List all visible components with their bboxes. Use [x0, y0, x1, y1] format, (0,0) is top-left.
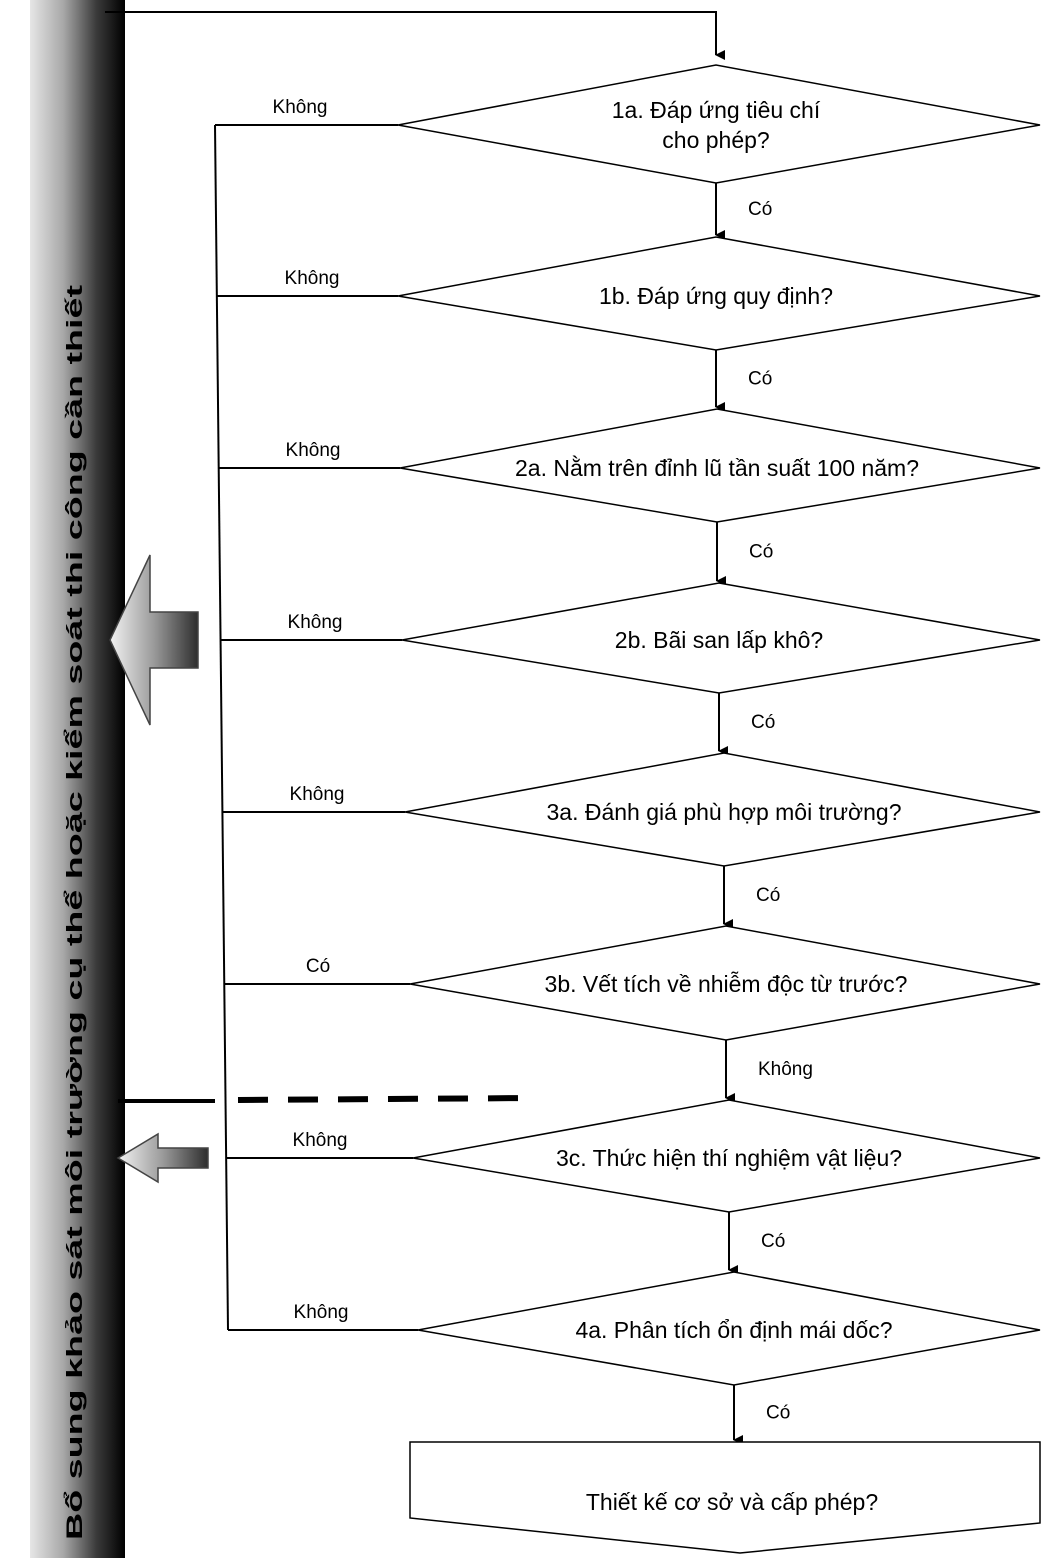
branch-label-3c: Không — [293, 1130, 348, 1151]
decision-diamond-3c — [412, 1099, 1041, 1213]
decision-diamond-2a — [399, 408, 1041, 523]
final-document-shape — [409, 1441, 1041, 1554]
decision-diamond-1a — [397, 64, 1041, 184]
final-step: Thiết kế cơ sở và cấp phép? — [409, 1441, 1041, 1554]
decision-text-1b: 1b. Đáp ứng quy định? — [599, 283, 833, 309]
decision-text-3b: 3b. Vết tích về nhiễm độc từ trước? — [545, 971, 908, 997]
decision-step-4a: 4a. Phân tích ổn định mái dốc? Không Có — [228, 1271, 1041, 1445]
entry-connector — [105, 11, 725, 60]
branch-label-3a: Không — [290, 784, 345, 805]
flow-label-4a: Có — [766, 1403, 790, 1424]
flow-label-3b: Không — [758, 1059, 813, 1080]
flow-label-1b: Có — [748, 369, 772, 390]
loopback-line — [214, 124, 229, 1331]
sidebar-bar — [30, 0, 125, 1558]
left-block-arrow-lower — [116, 1132, 209, 1184]
decision-diamond-3a — [404, 752, 1041, 867]
branch-label-1a: Không — [273, 97, 328, 118]
decision-text-2b: 2b. Bãi san lấp khô? — [615, 627, 823, 653]
branch-label-3b: Có — [306, 956, 330, 977]
decision-diamond-2b — [401, 582, 1041, 694]
flow-label-3a: Có — [756, 885, 780, 906]
decision-diamond-1b — [397, 236, 1041, 351]
decision-step-2b: 2b. Bãi san lấp khô? Không Có — [221, 582, 1041, 756]
flow-label-1a: Có — [748, 199, 772, 220]
decision-step-3c: 3c. Thức hiện thí nghiệm vật liệu? Không C… — [226, 1099, 1041, 1275]
left-block-arrow-upper — [109, 554, 199, 726]
decision-text-1a: cho phép? — [662, 127, 769, 153]
dashed-connector — [237, 1095, 536, 1103]
branch-label-1b: Không — [285, 268, 340, 289]
decision-diamond-4a — [417, 1271, 1041, 1386]
branch-label-4a: Không — [294, 1302, 349, 1323]
branch-label-2b: Không — [288, 612, 343, 633]
final-label: Thiết kế cơ sở và cấp phép? — [586, 1489, 878, 1515]
decision-text-1a: 1a. Đáp ứng tiêu chí — [612, 97, 821, 123]
decision-step-3b: 3b. Vết tích về nhiễm độc từ trước? Có Khô… — [224, 925, 1041, 1103]
decision-diamond-3b — [409, 925, 1041, 1041]
decision-step-3a: 3a. Đánh giá phù hợp môi trường? Không Có — [222, 752, 1041, 929]
branch-label-2a: Không — [286, 440, 341, 461]
sidebar-label: Bổ sung khảo sát môi trường cụ thể hoặc … — [62, 284, 87, 1540]
decision-step-1b: 1b. Đáp ứng quy định? Không Có — [217, 236, 1041, 412]
flow-label-3c: Có — [761, 1231, 785, 1252]
decision-step-2a: 2a. Nằm trên đỉnh lũ tần suất 100 năm? Kh… — [219, 408, 1041, 586]
decision-text-3c: 3c. Thức hiện thí nghiệm vật liệu? — [556, 1145, 902, 1171]
decision-step-1a: 1a. Đáp ứng tiêu chí cho phép? Không Có — [215, 64, 1041, 240]
flow-label-2b: Có — [751, 712, 775, 733]
decision-text-4a: 4a. Phân tích ổn định mái dốc? — [575, 1317, 892, 1343]
flow-label-2a: Có — [749, 542, 773, 563]
decision-text-3a: 3a. Đánh giá phù hợp môi trường? — [547, 799, 902, 825]
decision-text-2a: 2a. Nằm trên đỉnh lũ tần suất 100 năm? — [515, 455, 919, 481]
